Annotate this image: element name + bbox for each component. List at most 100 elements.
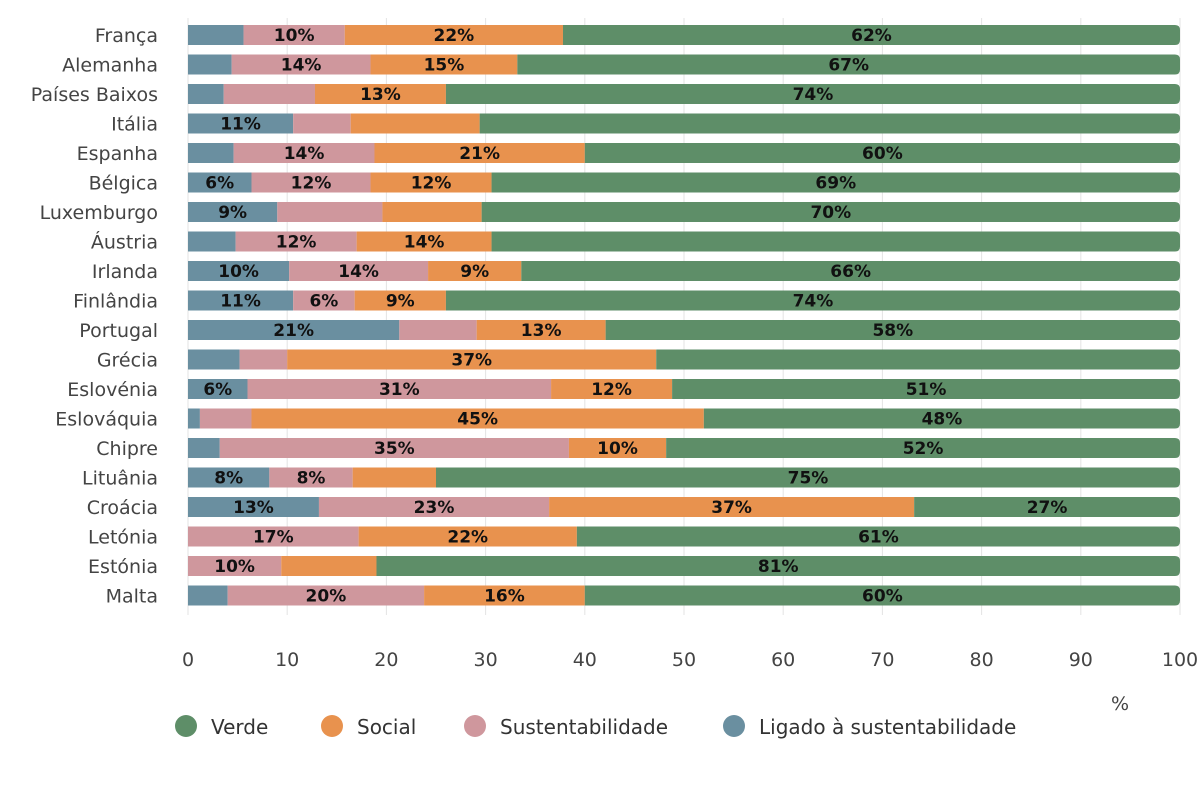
category-label: Letónia xyxy=(88,527,158,549)
x-tick-label: 90 xyxy=(1069,649,1093,671)
data-label: 45% xyxy=(457,410,498,430)
bar-segment xyxy=(666,438,1180,458)
bar-segment xyxy=(382,202,482,222)
bar-segment xyxy=(188,231,236,252)
data-label: 13% xyxy=(521,321,562,341)
data-label: 10% xyxy=(214,557,255,577)
legend-marker xyxy=(175,715,197,737)
data-label: 14% xyxy=(281,56,322,76)
data-label: 37% xyxy=(711,498,752,518)
category-label: Áustria xyxy=(91,231,158,254)
x-tick-label: 50 xyxy=(672,649,696,671)
data-label: 31% xyxy=(379,380,420,400)
data-label: 11% xyxy=(220,115,261,135)
bar-segment xyxy=(188,349,240,370)
data-label: 21% xyxy=(459,144,500,164)
data-label: 22% xyxy=(447,528,488,548)
bar-segment xyxy=(370,54,518,75)
bar-segment xyxy=(188,261,290,281)
x-axis-unit-label: % xyxy=(1111,693,1129,715)
data-label: 60% xyxy=(862,144,903,164)
bar-segment xyxy=(188,202,278,222)
data-label: 74% xyxy=(793,85,834,105)
bar-segment xyxy=(277,202,383,222)
data-label: 6% xyxy=(205,174,234,194)
x-tick-label: 20 xyxy=(374,649,398,671)
category-label: Países Baixos xyxy=(31,84,158,106)
bar-segment xyxy=(223,84,315,104)
bar-segment xyxy=(188,113,294,134)
data-label: 16% xyxy=(484,587,525,607)
category-axis-labels: França Alemanha Países Baixos Itália Espanha… xyxy=(31,25,158,608)
bar-segment xyxy=(445,290,1180,311)
bar-segment xyxy=(314,84,446,104)
bar-segment xyxy=(350,113,480,134)
bar-segment xyxy=(354,290,446,311)
bar-segment xyxy=(281,556,377,576)
x-tick-label: 70 xyxy=(870,649,894,671)
bar-segment xyxy=(188,497,319,517)
bar-segment xyxy=(269,467,353,488)
data-label: 48% xyxy=(922,410,963,430)
bar-segment xyxy=(289,261,429,281)
bar-segment xyxy=(188,84,224,104)
bar-segment xyxy=(605,320,1180,340)
bar-segment xyxy=(188,290,294,311)
data-label: 13% xyxy=(233,498,274,518)
x-tick-label: 30 xyxy=(474,649,498,671)
data-label: 9% xyxy=(460,262,489,282)
legend-label: Sustentabilidade xyxy=(500,715,668,739)
category-label: Croácia xyxy=(87,497,158,519)
x-tick-label: 80 xyxy=(970,649,994,671)
data-label: 74% xyxy=(793,292,834,312)
bar-segment xyxy=(370,172,492,193)
x-tick-label: 10 xyxy=(275,649,299,671)
data-label: 6% xyxy=(309,292,338,312)
bar-segment xyxy=(188,467,270,488)
bar-segment xyxy=(584,143,1180,163)
gridlines xyxy=(187,18,1181,615)
bar-segment xyxy=(199,408,252,429)
data-label: 8% xyxy=(214,469,243,489)
bar-segment xyxy=(358,526,577,547)
data-label: 15% xyxy=(424,56,465,76)
data-label: 69% xyxy=(815,174,856,194)
data-label: 35% xyxy=(374,439,415,459)
data-label: 20% xyxy=(306,587,347,607)
bar-segment xyxy=(549,497,915,517)
x-axis-tick-labels: 0 10 20 30 40 50 60 70 80 90 100 xyxy=(182,649,1198,671)
bar-segment xyxy=(293,290,355,311)
data-label: 21% xyxy=(273,321,314,341)
category-label: Espanha xyxy=(77,143,158,165)
bar-segment xyxy=(568,438,667,458)
data-label: 61% xyxy=(858,528,899,548)
x-tick-label: 100 xyxy=(1162,649,1198,671)
data-label: 51% xyxy=(906,380,947,400)
legend-label: Verde xyxy=(211,715,268,739)
data-label: 70% xyxy=(810,203,851,223)
data-label: 75% xyxy=(788,469,829,489)
bar-segment xyxy=(293,113,351,134)
category-label: Irlanda xyxy=(92,261,158,283)
data-label: 23% xyxy=(414,498,455,518)
x-tick-label: 60 xyxy=(771,649,795,671)
bar-segment xyxy=(521,261,1180,281)
bar-segment xyxy=(188,172,252,193)
data-label: 9% xyxy=(218,203,247,223)
data-label: 14% xyxy=(338,262,379,282)
x-tick-label: 0 xyxy=(182,649,194,671)
bar-segment xyxy=(479,113,1180,134)
category-label: Eslovénia xyxy=(67,379,158,401)
bar-segment xyxy=(235,231,357,252)
category-label: Portugal xyxy=(79,320,158,342)
bar-segment xyxy=(562,25,1180,45)
bar-segment xyxy=(231,54,371,75)
bar-segment xyxy=(491,172,1180,193)
bar-segment xyxy=(551,379,673,399)
data-label: 81% xyxy=(758,557,799,577)
bar-segment xyxy=(584,585,1180,606)
data-label: 13% xyxy=(360,85,401,105)
legend: Verde Social Sustentabilidade Ligado à sust… xyxy=(175,715,1016,739)
bar-segment xyxy=(445,84,1180,104)
